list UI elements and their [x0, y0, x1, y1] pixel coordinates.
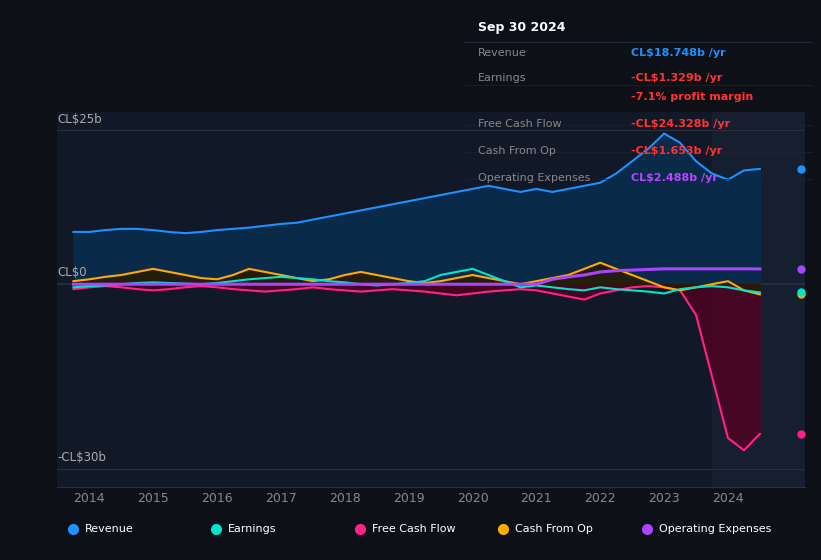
Text: Operating Expenses: Operating Expenses	[659, 524, 771, 534]
Text: -CL$30b: -CL$30b	[57, 451, 107, 464]
Text: Earnings: Earnings	[228, 524, 277, 534]
Text: Operating Expenses: Operating Expenses	[478, 174, 590, 184]
Text: -7.1% profit margin: -7.1% profit margin	[631, 92, 754, 102]
Text: Revenue: Revenue	[85, 524, 134, 534]
Text: -CL$1.329b /yr: -CL$1.329b /yr	[631, 73, 722, 83]
Text: CL$0: CL$0	[57, 267, 87, 279]
Text: Free Cash Flow: Free Cash Flow	[372, 524, 456, 534]
Text: -CL$24.328b /yr: -CL$24.328b /yr	[631, 119, 731, 129]
Text: CL$2.488b /yr: CL$2.488b /yr	[631, 174, 718, 184]
Text: Revenue: Revenue	[478, 48, 526, 58]
Text: CL$18.748b /yr: CL$18.748b /yr	[631, 48, 726, 58]
Bar	[712, 112, 805, 487]
Text: Free Cash Flow: Free Cash Flow	[478, 119, 562, 129]
Text: -CL$1.653b /yr: -CL$1.653b /yr	[631, 147, 722, 156]
Text: CL$25b: CL$25b	[57, 113, 102, 125]
Text: Sep 30 2024: Sep 30 2024	[478, 21, 566, 34]
Text: Cash From Op: Cash From Op	[516, 524, 594, 534]
Text: Cash From Op: Cash From Op	[478, 147, 556, 156]
Text: Earnings: Earnings	[478, 73, 526, 83]
